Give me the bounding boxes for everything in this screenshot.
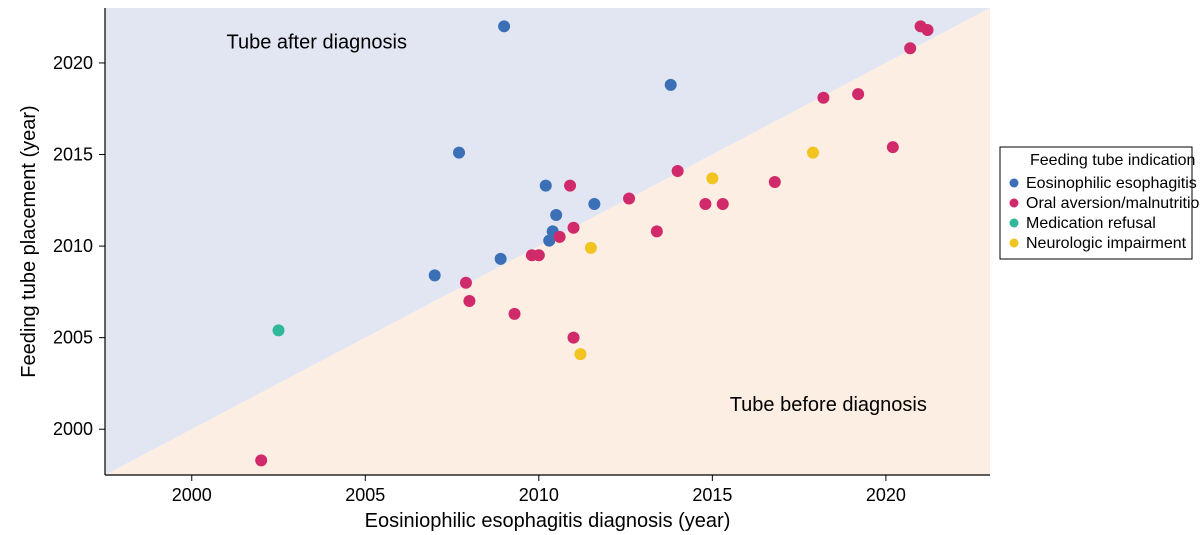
region-label: Tube before diagnosis xyxy=(730,394,927,416)
data-point xyxy=(623,192,635,204)
scatter-chart: 2000 2005 2010 2015 2020 2000 2005 2010 2015 2020… xyxy=(0,0,1200,535)
legend-marker xyxy=(1010,239,1019,248)
data-point xyxy=(540,180,552,192)
data-point xyxy=(699,198,711,210)
y-tick-label: 2010 xyxy=(53,236,93,256)
data-point xyxy=(717,198,729,210)
x-tick-label: 2000 xyxy=(172,485,212,505)
data-point xyxy=(672,165,684,177)
x-tick-label: 2020 xyxy=(866,485,906,505)
legend-marker xyxy=(1010,199,1019,208)
x-axis-label: Eosiniophilic esophagitis diagnosis (yea… xyxy=(365,510,731,532)
data-point xyxy=(564,180,576,192)
data-point xyxy=(904,42,916,54)
data-point xyxy=(550,209,562,221)
y-tick-label: 2005 xyxy=(53,328,93,348)
legend-item-label: Medication refusal xyxy=(1026,215,1156,232)
x-tick-label: 2010 xyxy=(519,485,559,505)
data-point xyxy=(665,79,677,91)
data-point xyxy=(498,20,510,32)
y-tick-label: 2015 xyxy=(53,145,93,165)
data-point xyxy=(706,172,718,184)
data-point xyxy=(460,277,472,289)
legend-item-label: Oral aversion/malnutrition xyxy=(1026,195,1200,212)
data-point xyxy=(554,231,566,243)
x-tick-label: 2015 xyxy=(692,485,732,505)
data-point xyxy=(495,253,507,265)
data-point xyxy=(651,225,663,237)
data-point xyxy=(429,269,441,281)
legend-marker xyxy=(1010,219,1019,228)
data-point xyxy=(922,24,934,36)
legend-item-label: Eosinophilic esophagitis therapy xyxy=(1026,175,1200,192)
data-point xyxy=(255,454,267,466)
data-point xyxy=(453,147,465,159)
data-point xyxy=(568,332,580,344)
x-tick-label: 2005 xyxy=(345,485,385,505)
data-point xyxy=(509,308,521,320)
data-point xyxy=(585,242,597,254)
legend-title: Feeding tube indication xyxy=(1030,152,1195,169)
legend-marker xyxy=(1010,179,1019,188)
data-point xyxy=(568,222,580,234)
y-tick-label: 2000 xyxy=(53,419,93,439)
data-point xyxy=(533,249,545,261)
y-axis-label: Feeding tube placement (year) xyxy=(18,105,40,377)
data-point xyxy=(852,88,864,100)
region-label: Tube after diagnosis xyxy=(226,31,406,53)
data-point xyxy=(574,348,586,360)
chart-container: 2000 2005 2010 2015 2020 2000 2005 2010 2015 2020… xyxy=(0,0,1200,535)
legend-item-label: Neurologic impairment xyxy=(1026,235,1187,252)
data-point xyxy=(463,295,475,307)
data-point xyxy=(887,141,899,153)
data-point xyxy=(807,147,819,159)
data-point xyxy=(273,324,285,336)
y-tick-label: 2020 xyxy=(53,53,93,73)
data-point xyxy=(588,198,600,210)
data-point xyxy=(769,176,781,188)
data-point xyxy=(817,92,829,104)
